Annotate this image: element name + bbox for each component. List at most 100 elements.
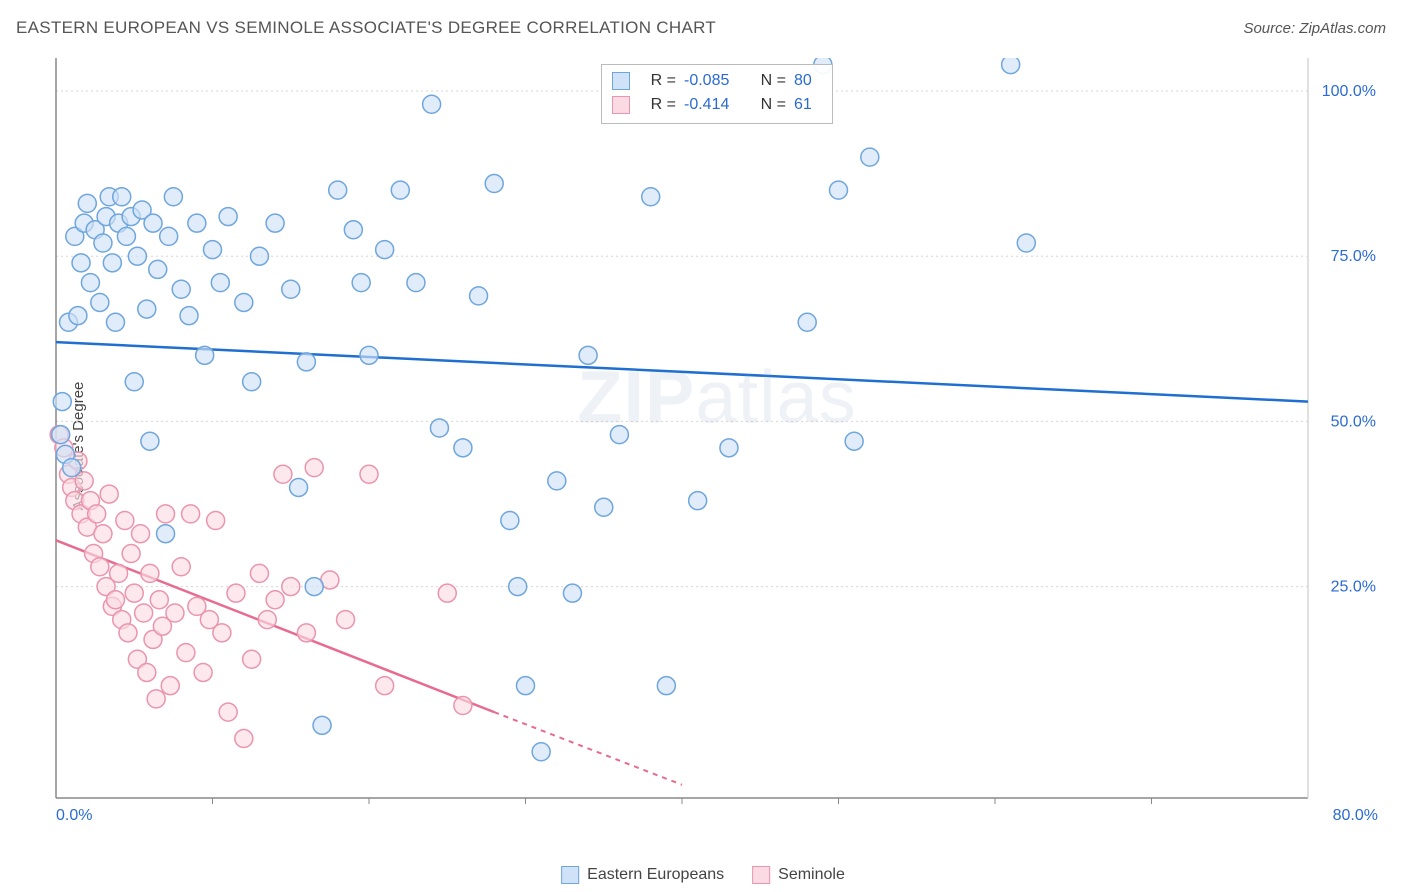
point-eastern xyxy=(103,254,121,272)
point-eastern xyxy=(689,492,707,510)
point-seminole xyxy=(150,591,168,609)
legend-item-eastern: Eastern Europeans xyxy=(561,866,724,884)
legend-item-seminole: Seminole xyxy=(752,866,845,884)
point-eastern xyxy=(52,426,70,444)
point-eastern xyxy=(517,677,535,695)
point-seminole xyxy=(194,663,212,681)
point-eastern xyxy=(501,512,519,530)
point-eastern xyxy=(78,194,96,212)
point-eastern xyxy=(1002,58,1020,74)
point-eastern xyxy=(235,293,253,311)
point-eastern xyxy=(830,181,848,199)
point-eastern xyxy=(509,578,527,596)
point-seminole xyxy=(141,564,159,582)
point-eastern xyxy=(211,274,229,292)
point-eastern xyxy=(180,307,198,325)
point-seminole xyxy=(91,558,109,576)
point-eastern xyxy=(430,419,448,437)
point-seminole xyxy=(147,690,165,708)
legend-swatch xyxy=(612,96,630,114)
point-eastern xyxy=(642,188,660,206)
point-eastern xyxy=(485,175,503,193)
point-seminole xyxy=(157,505,175,523)
point-seminole xyxy=(337,611,355,629)
point-eastern xyxy=(204,241,222,259)
x-tick-label: 80.0% xyxy=(1333,807,1378,824)
legend-swatch xyxy=(561,866,579,884)
point-eastern xyxy=(579,346,597,364)
chart-title: EASTERN EUROPEAN VS SEMINOLE ASSOCIATE'S… xyxy=(16,18,716,38)
point-seminole xyxy=(297,624,315,642)
point-seminole xyxy=(135,604,153,622)
point-seminole xyxy=(161,677,179,695)
point-seminole xyxy=(125,584,143,602)
point-eastern xyxy=(352,274,370,292)
point-eastern xyxy=(376,241,394,259)
point-seminole xyxy=(100,485,118,503)
point-seminole xyxy=(110,564,128,582)
point-eastern xyxy=(72,254,90,272)
point-seminole xyxy=(266,591,284,609)
point-eastern xyxy=(53,393,71,411)
n-value: 80 xyxy=(794,69,822,93)
point-eastern xyxy=(91,293,109,311)
point-eastern xyxy=(798,313,816,331)
point-eastern xyxy=(188,214,206,232)
point-eastern xyxy=(657,677,675,695)
point-seminole xyxy=(376,677,394,695)
point-seminole xyxy=(274,465,292,483)
legend-stat-row: R =-0.414N =61 xyxy=(612,93,822,117)
point-seminole xyxy=(243,650,261,668)
point-seminole xyxy=(213,624,231,642)
point-eastern xyxy=(610,426,628,444)
legend-label: Eastern Europeans xyxy=(587,866,724,884)
chart-area: 25.0%50.0%75.0%100.0%0.0%80.0% ZIPatlas … xyxy=(48,58,1386,828)
point-seminole xyxy=(172,558,190,576)
point-seminole xyxy=(250,564,268,582)
point-eastern xyxy=(297,353,315,371)
legend-label: Seminole xyxy=(778,866,845,884)
r-label: R = xyxy=(638,69,676,93)
point-eastern xyxy=(113,188,131,206)
scatter-plot: 25.0%50.0%75.0%100.0%0.0%80.0% xyxy=(48,58,1386,828)
point-seminole xyxy=(360,465,378,483)
point-eastern xyxy=(125,373,143,391)
r-value: -0.414 xyxy=(684,93,740,117)
legend-swatch xyxy=(752,866,770,884)
point-seminole xyxy=(182,505,200,523)
y-tick-label: 100.0% xyxy=(1322,83,1376,100)
point-eastern xyxy=(282,280,300,298)
point-eastern xyxy=(266,214,284,232)
series-legend: Eastern Europeans Seminole xyxy=(561,866,845,884)
point-eastern xyxy=(138,300,156,318)
point-seminole xyxy=(166,604,184,622)
point-eastern xyxy=(563,584,581,602)
point-eastern xyxy=(313,716,331,734)
point-eastern xyxy=(595,498,613,516)
point-eastern xyxy=(423,95,441,113)
point-eastern xyxy=(94,234,112,252)
point-eastern xyxy=(861,148,879,166)
n-label: N = xyxy=(748,69,786,93)
n-label: N = xyxy=(748,93,786,117)
y-tick-label: 25.0% xyxy=(1331,579,1376,596)
point-seminole xyxy=(106,591,124,609)
point-seminole xyxy=(138,663,156,681)
point-seminole xyxy=(305,459,323,477)
point-seminole xyxy=(116,512,134,530)
point-eastern xyxy=(329,181,347,199)
x-tick-label: 0.0% xyxy=(56,807,92,824)
point-eastern xyxy=(128,247,146,265)
point-eastern xyxy=(117,227,135,245)
point-eastern xyxy=(290,478,308,496)
point-eastern xyxy=(407,274,425,292)
r-value: -0.085 xyxy=(684,69,740,93)
point-eastern xyxy=(1017,234,1035,252)
point-eastern xyxy=(845,432,863,450)
point-eastern xyxy=(454,439,472,457)
point-eastern xyxy=(164,188,182,206)
point-eastern xyxy=(172,280,190,298)
point-seminole xyxy=(219,703,237,721)
point-eastern xyxy=(548,472,566,490)
legend-stat-row: R = -0.085 N = 80 xyxy=(612,69,822,93)
